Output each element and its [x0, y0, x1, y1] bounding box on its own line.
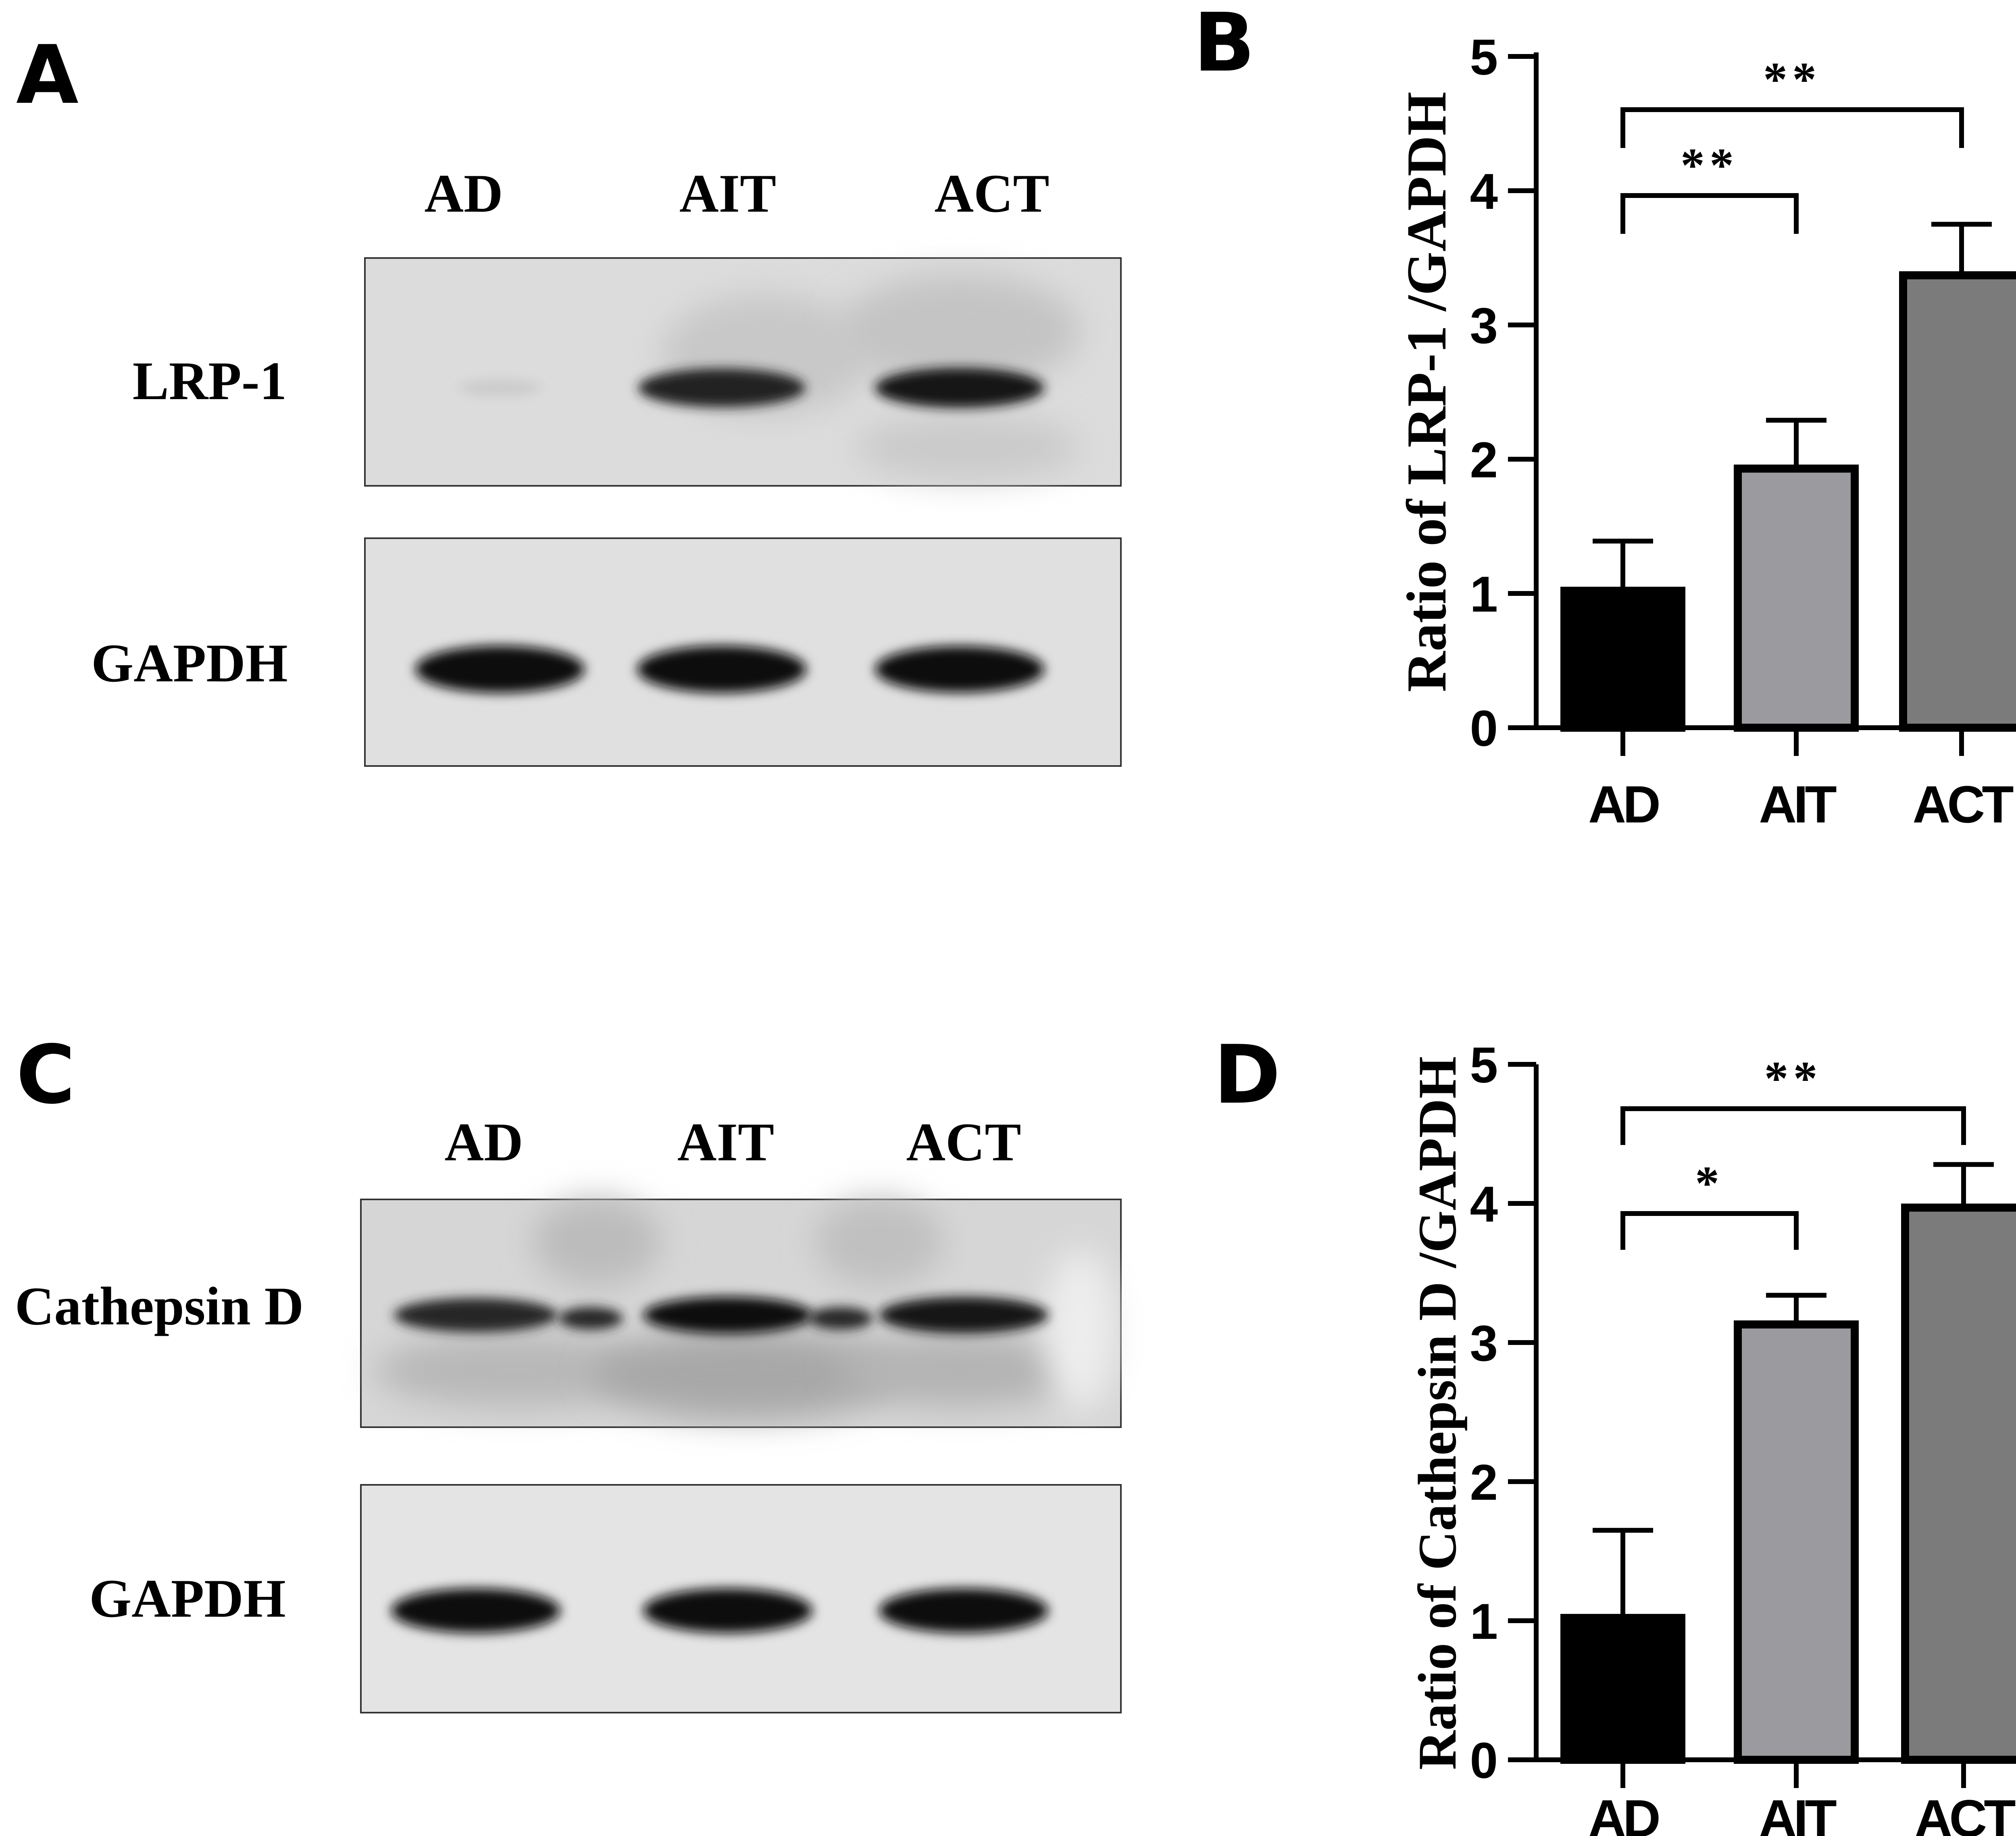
western-blot-c: AD AIT ACT Cathepsin D GAPDH	[15, 1112, 1122, 1713]
y-tick-label: 0	[1470, 701, 1498, 757]
blot-band-act	[875, 368, 1044, 408]
lane-label-ait: AIT	[677, 1112, 774, 1172]
blot-band-ad	[391, 1588, 560, 1633]
y-tick-label: 4	[1470, 164, 1498, 220]
significance-label: *	[1695, 1156, 1724, 1210]
bar-act	[1901, 1203, 2016, 1764]
blot-band-ad	[394, 1298, 558, 1332]
x-tick-label: AD	[1588, 1789, 1659, 1836]
y-axis-label: Ratio of LRP-1 /GAPDH	[1395, 92, 1458, 692]
y-axis-label: Ratio of Cathepsin D /GAPDH	[1408, 1056, 1468, 1770]
blot-row-label-gapdh: GAPDH	[91, 633, 287, 693]
blot-membrane-gapdh	[364, 537, 1122, 767]
blot-band-act	[879, 1588, 1048, 1633]
significance-label: **	[1764, 1051, 1822, 1105]
blot-band-minor	[808, 1307, 873, 1330]
blot-band-minor	[558, 1307, 623, 1330]
y-tick-label: 1	[1470, 1594, 1498, 1650]
blot-band-ait	[643, 1297, 812, 1334]
bar-chart-b: Ratio of LRP-1 /GAPDH 0 1 2 3 4 5 AD AIT ACT **…	[1395, 29, 2016, 834]
blot-band-act	[879, 1297, 1048, 1334]
significance-bracket	[1620, 1106, 1966, 1145]
bar-ad	[1560, 1614, 1685, 1764]
y-tick-label: 4	[1470, 1176, 1498, 1232]
blot-membrane-gapdh	[360, 1484, 1122, 1713]
lane-label-act: ACT	[934, 164, 1049, 224]
x-tick-label: AIT	[1759, 775, 1837, 834]
blot-band-ait	[637, 645, 806, 693]
blot-band-ait	[638, 368, 806, 408]
bar-chart-d: Ratio of Cathepsin D /GAPDH 0 1 2 3 4 5 AD AIT…	[1408, 1037, 2016, 1836]
blot-row-label-gapdh: GAPDH	[89, 1569, 285, 1629]
blot-row-label-cathepsin-d: Cathepsin D	[15, 1276, 304, 1336]
bar-ad	[1560, 587, 1685, 732]
blot-band-act	[875, 646, 1044, 693]
panel-letter-b: B	[1193, 0, 1255, 90]
bar-ait	[1734, 1320, 1859, 1764]
y-tick-label: 5	[1470, 1037, 1498, 1093]
significance-label: **	[1681, 138, 1739, 192]
bar-act	[1899, 271, 2016, 732]
y-tick-label: 5	[1470, 29, 1498, 85]
y-tick-label: 3	[1470, 1316, 1498, 1372]
panel-letter-a: A	[16, 28, 79, 122]
blot-band-ait	[643, 1588, 812, 1633]
x-tick-label: AIT	[1759, 1789, 1837, 1836]
significance-bracket	[1620, 1211, 1799, 1250]
x-tick-label: AD	[1588, 775, 1659, 834]
lane-label-ad: AD	[425, 164, 503, 224]
blot-band-ad	[458, 379, 542, 396]
y-tick-label: 1	[1470, 566, 1498, 622]
y-tick-label: 3	[1470, 298, 1498, 354]
western-blot-a: AD AIT ACT LRP-1 GAPDH	[91, 164, 1122, 767]
bar-ait	[1734, 464, 1859, 732]
y-tick-label: 0	[1470, 1733, 1498, 1789]
blot-membrane-lrp1	[364, 257, 1122, 487]
significance-label: **	[1763, 52, 1821, 106]
blot-membrane-cathepsin-d	[360, 1197, 1122, 1428]
lane-label-act: ACT	[906, 1112, 1021, 1172]
x-tick-label: ACT	[1914, 1789, 2016, 1836]
blot-row-label-lrp1: LRP-1	[133, 351, 287, 411]
y-tick-label: 2	[1470, 432, 1498, 488]
lane-label-ait: AIT	[679, 164, 776, 224]
significance-bracket	[1620, 193, 1799, 234]
panel-letter-c: C	[16, 1028, 75, 1122]
x-tick-label: ACT	[1912, 775, 2014, 834]
panel-letter-d: D	[1214, 1028, 1281, 1122]
blot-band-ad	[415, 645, 585, 693]
lane-label-ad: AD	[445, 1112, 523, 1172]
significance-bracket	[1620, 107, 1964, 148]
y-tick-label: 2	[1470, 1455, 1498, 1511]
